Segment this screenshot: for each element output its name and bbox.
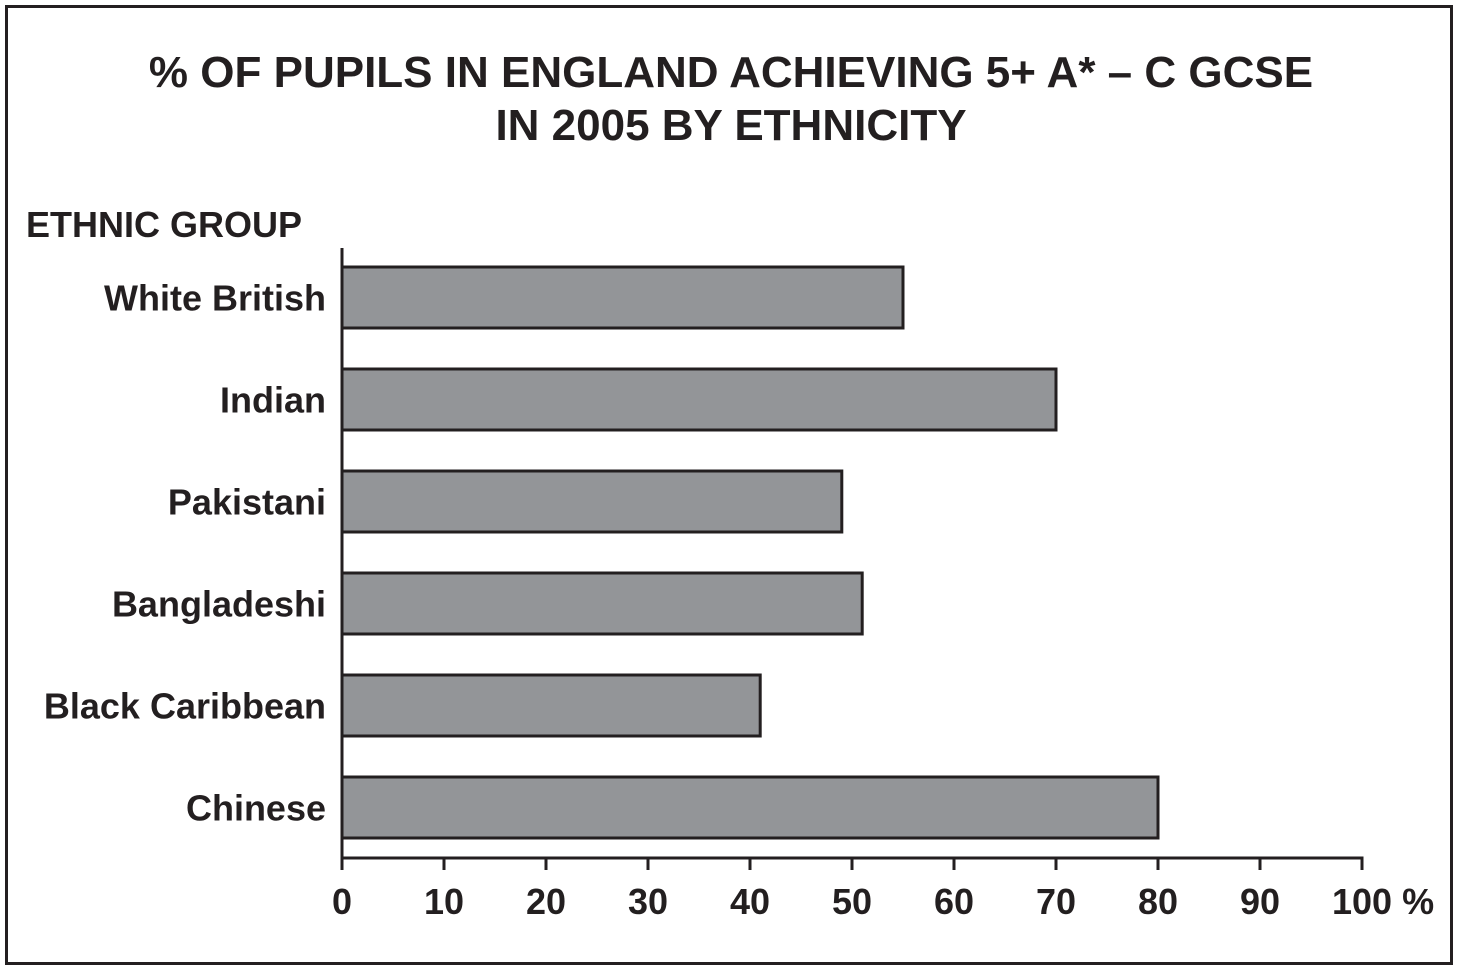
x-tick-label-10: 10 xyxy=(424,881,464,922)
x-tick-label-0: 0 xyxy=(332,881,352,922)
category-label-black-caribbean: Black Caribbean xyxy=(44,686,326,727)
x-tick-label-80: 80 xyxy=(1138,881,1178,922)
x-tick-label-70: 70 xyxy=(1036,881,1076,922)
x-tick-label-40: 40 xyxy=(730,881,770,922)
y-axis-label: ETHNIC GROUP xyxy=(26,204,302,245)
x-tick-label-90: 90 xyxy=(1240,881,1280,922)
category-label-chinese: Chinese xyxy=(186,788,326,829)
bar-bangladeshi xyxy=(340,571,864,636)
bar-pakistani xyxy=(340,469,844,534)
bar-white-british xyxy=(340,265,905,330)
bar-chinese xyxy=(340,775,1160,840)
chart-title-line-1: % OF PUPILS IN ENGLAND ACHIEVING 5+ A* –… xyxy=(149,48,1313,97)
bar-black-caribbean xyxy=(340,673,762,738)
x-tick-label-100: 100 % xyxy=(1332,881,1434,922)
x-tick-label-20: 20 xyxy=(526,881,566,922)
axes-layer: 0 10 20 30 40 50 60 70 80 90 100 % xyxy=(332,248,1434,922)
bar-indian xyxy=(340,367,1058,432)
x-tick-label-50: 50 xyxy=(832,881,872,922)
x-tick-label-30: 30 xyxy=(628,881,668,922)
category-label-bangladeshi: Bangladeshi xyxy=(112,584,326,625)
bars-layer: White British Indian Pakistani Bangladeshi B… xyxy=(44,265,1160,840)
chart-title-line-2: IN 2005 BY ETHNICITY xyxy=(495,101,966,150)
x-tick-label-60: 60 xyxy=(934,881,974,922)
category-label-indian: Indian xyxy=(220,380,326,421)
category-label-white-british: White British xyxy=(104,278,326,319)
category-label-pakistani: Pakistani xyxy=(168,482,326,523)
